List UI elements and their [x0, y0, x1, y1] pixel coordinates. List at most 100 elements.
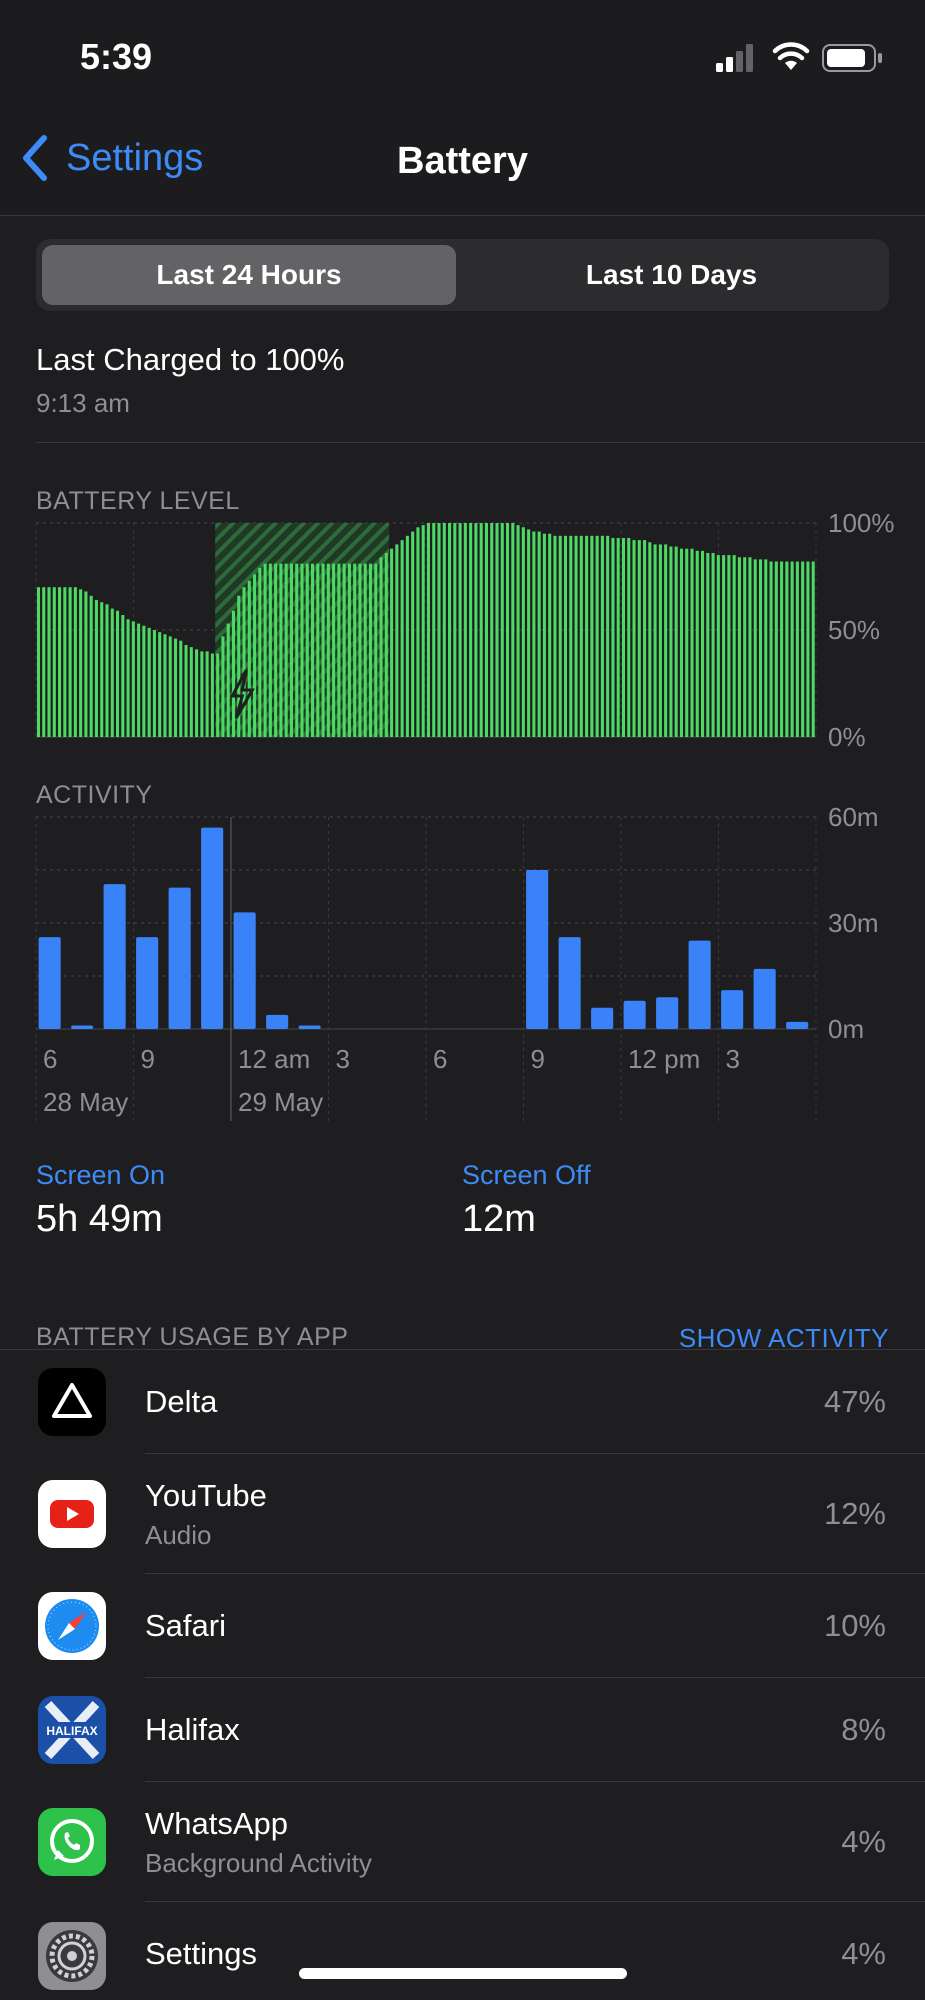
battery-level-bar: [263, 563, 267, 737]
battery-level-bar: [258, 567, 262, 737]
divider: [0, 1349, 925, 1350]
battery-level-bar: [73, 587, 77, 737]
divider: [36, 442, 925, 443]
battery-level-bar: [479, 523, 483, 737]
segment-last-24-hours[interactable]: Last 24 Hours: [42, 245, 456, 305]
app-row-whatsapp[interactable]: WhatsApp Background Activity 4%: [0, 1782, 925, 1902]
app-percentage: 8%: [841, 1712, 886, 1747]
battery-level-bar: [400, 540, 404, 737]
battery-level-bar: [621, 537, 626, 737]
battery-level-bar: [669, 546, 673, 737]
battery-level-bar: [121, 615, 125, 737]
app-percentage: 10%: [823, 1608, 886, 1643]
battery-level-bar: [474, 523, 478, 737]
x-axis-date-label: 28 May: [43, 1087, 128, 1117]
battery-level-bar: [42, 587, 46, 737]
battery-level-bar: [527, 529, 531, 737]
battery-level-bar: [648, 542, 652, 737]
battery-level-bar: [574, 535, 578, 737]
app-row-halifax[interactable]: HALIFAX Halifax 8%: [0, 1678, 925, 1782]
activity-bar: [201, 827, 224, 1029]
battery-level-bar: [421, 525, 425, 737]
battery-level-bar: [658, 544, 662, 737]
battery-level-bar: [785, 561, 789, 737]
show-activity-button[interactable]: SHOW ACTIVITY: [678, 1323, 889, 1353]
battery-level-bar: [363, 563, 367, 737]
back-button[interactable]: Settings: [18, 134, 203, 182]
battery-level-bar: [506, 523, 510, 737]
battery-level-bar: [521, 527, 525, 737]
battery-level-bar: [284, 563, 288, 737]
wifi-icon: [772, 42, 810, 70]
battery-level-bar: [453, 523, 457, 737]
app-name: Delta: [145, 1384, 218, 1419]
battery-level-bar: [131, 621, 135, 737]
battery-level-bar: [516, 525, 520, 737]
app-row-settings[interactable]: Settings 4%: [0, 1902, 925, 2000]
battery-level-bar: [737, 557, 741, 737]
battery-level-bar: [653, 544, 657, 737]
battery-level-bar: [632, 540, 636, 737]
x-axis-date-label: 29 May: [238, 1087, 323, 1117]
battery-level-bar: [216, 653, 220, 737]
battery-level-bar: [643, 540, 647, 737]
battery-level-bar: [611, 537, 615, 737]
battery-level-bar: [321, 563, 325, 737]
home-indicator[interactable]: [299, 1968, 627, 1979]
x-axis-hour-label: 3: [726, 1044, 740, 1074]
battery-level-bar: [590, 535, 594, 737]
battery-level-bar: [532, 531, 536, 737]
battery-level-bar: [253, 574, 257, 737]
activity-heading: ACTIVITY: [36, 781, 153, 809]
app-row-safari[interactable]: Safari 10%: [0, 1574, 925, 1678]
battery-level-heading: BATTERY LEVEL: [36, 487, 240, 515]
battery-level-bar: [247, 580, 251, 737]
battery-level-bar: [110, 608, 114, 737]
battery-level-bar: [200, 651, 204, 737]
battery-level-bar: [563, 535, 568, 737]
activity-bar: [721, 990, 744, 1029]
battery-level-bar: [695, 550, 699, 737]
activity-bar: [623, 1000, 646, 1029]
battery-level-bar: [769, 561, 773, 737]
battery-level-bar: [184, 644, 188, 737]
battery-level-bar: [722, 555, 726, 737]
battery-level-bar: [811, 561, 815, 737]
battery-level-bar: [637, 540, 641, 737]
battery-charts: 100% 50% 0% 60m 30m 0m 6 9 12 am 3 6 9 12 pm 3 28 May 2…: [35, 508, 895, 1121]
battery-level-bar: [743, 557, 747, 737]
battery-level-bar: [463, 523, 467, 737]
app-subtitle: Audio: [145, 1520, 212, 1550]
battery-level-bar: [790, 561, 794, 737]
battery-level-bar: [305, 563, 309, 737]
battery-level-bar: [585, 535, 589, 737]
battery-level-bar: [674, 546, 678, 737]
battery-level-bar: [274, 563, 278, 737]
battery-level-bar: [179, 640, 183, 737]
battery-level-bar: [495, 523, 499, 737]
battery-level-bar: [553, 535, 557, 737]
segment-last-10-days[interactable]: Last 10 Days: [585, 259, 758, 290]
battery-level-bar: [163, 634, 167, 737]
back-button-label: Settings: [66, 136, 204, 179]
app-row-delta[interactable]: Delta 47%: [0, 1350, 925, 1454]
battery-level-bar: [448, 523, 452, 737]
battery-level-bar: [764, 559, 768, 737]
battery-level-bar: [152, 630, 156, 737]
activity-bar: [103, 884, 126, 1029]
app-name: YouTube: [145, 1478, 267, 1513]
battery-level-bar: [595, 535, 599, 737]
app-name: WhatsApp: [145, 1806, 289, 1841]
battery-level-bar: [168, 636, 172, 737]
battery-status-icon: [822, 44, 882, 72]
battery-level-bar: [437, 523, 441, 737]
divider: [145, 1677, 925, 1678]
whatsapp-icon: [38, 1808, 106, 1876]
battery-level-bar: [616, 537, 620, 737]
activity-bar: [266, 1014, 289, 1029]
battery-level-bar: [490, 523, 494, 737]
app-row-youtube[interactable]: YouTube Audio 12%: [0, 1454, 925, 1574]
battery-level-bar: [432, 523, 436, 737]
page-title: Battery: [397, 140, 528, 182]
battery-level-bar: [353, 563, 357, 737]
